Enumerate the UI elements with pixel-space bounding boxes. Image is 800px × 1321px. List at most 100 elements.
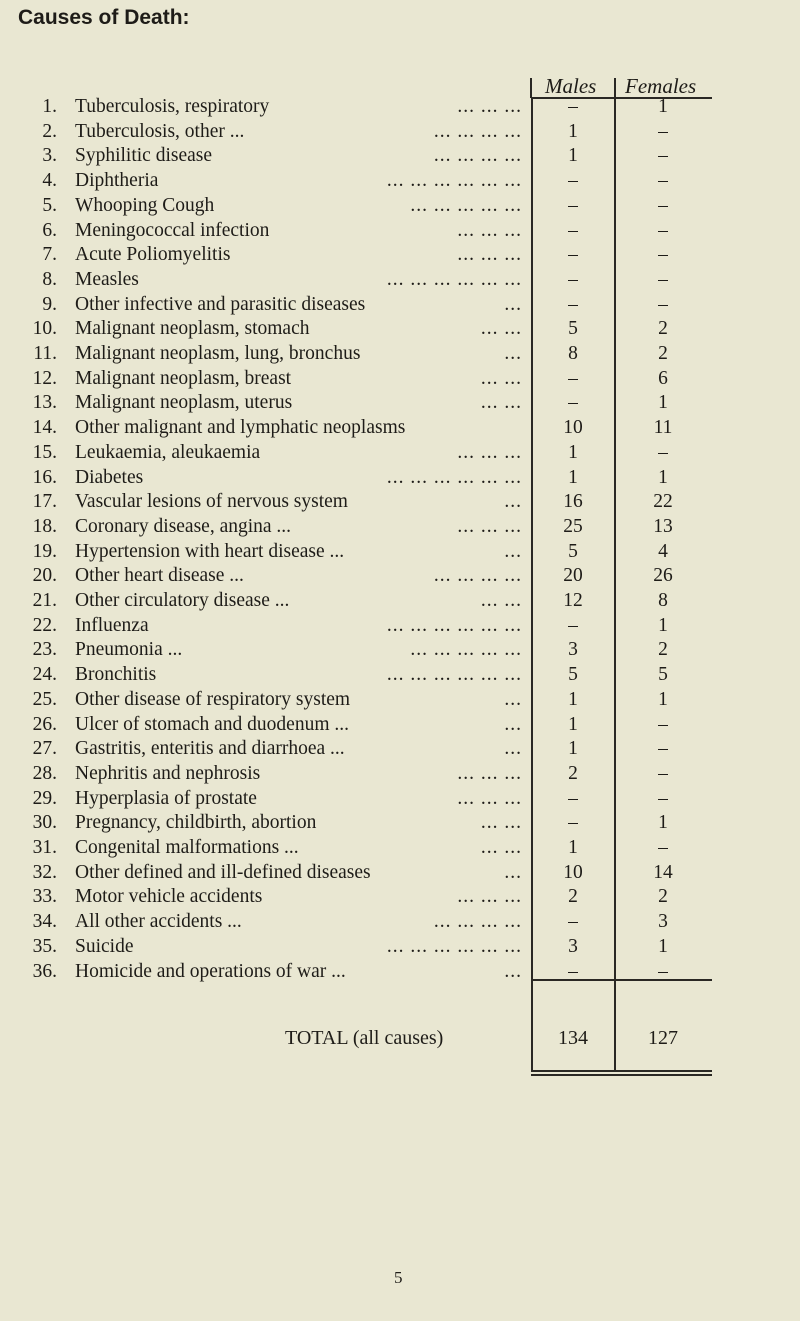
- males-count: 2: [568, 886, 578, 908]
- dot-leader: ...: [504, 738, 522, 760]
- males-count: 3: [568, 935, 578, 957]
- total-label: TOTAL (all causes): [285, 1027, 444, 1049]
- row-number: 16.: [32, 466, 57, 488]
- cause-label: Motor vehicle accidents: [75, 886, 263, 908]
- cause-label: Ulcer of stomach and duodenum ...: [75, 713, 350, 735]
- males-count: 10: [563, 861, 583, 883]
- double-rule: [531, 1070, 712, 1072]
- females-count: –: [658, 145, 668, 167]
- row-number: 7.: [42, 244, 57, 266]
- table-row: 27. Gastritis, enteritis and diarrhoea ..…: [0, 736, 800, 761]
- row-number: 27.: [32, 738, 57, 760]
- females-count: –: [658, 244, 668, 266]
- males-count: 12: [563, 590, 583, 611]
- dot-leader: ... ... ... ...: [433, 911, 522, 933]
- females-count: 1: [658, 614, 668, 636]
- row-number: 25.: [32, 688, 57, 710]
- row-number: 3.: [42, 145, 57, 167]
- table-row: 16. Diabetes ... ... ... ... ... ... 1 1: [0, 465, 800, 490]
- females-count: 1: [658, 392, 668, 414]
- dot-leader: ... ... ... ... ... ...: [386, 935, 522, 957]
- row-number: 31.: [32, 837, 57, 858]
- dot-leader: ... ... ...: [457, 787, 522, 809]
- females-count: 2: [658, 318, 668, 340]
- row-number: 18.: [32, 515, 57, 537]
- females-count: 1: [658, 688, 668, 710]
- males-count: 1: [568, 466, 578, 488]
- cause-label: Gastritis, enteritis and diarrhoea ...: [75, 738, 345, 760]
- females-count: 5: [658, 664, 668, 686]
- cause-label: Nephritis and nephrosis: [75, 762, 261, 784]
- cause-label: Syphilitic disease: [75, 145, 213, 167]
- females-count: 26: [653, 565, 673, 587]
- males-count: 3: [568, 639, 578, 661]
- row-number: 33.: [32, 886, 57, 908]
- row-number: 20.: [32, 565, 57, 587]
- females-count: –: [658, 787, 668, 809]
- females-count: 2: [658, 343, 668, 364]
- cause-label: Whooping Cough: [75, 194, 215, 216]
- cause-label: Pneumonia ...: [75, 639, 183, 661]
- row-number: 29.: [32, 787, 57, 809]
- table-row: 29. Hyperplasia of prostate ... ... ... – –: [0, 786, 800, 811]
- table-row: 22. Influenza ... ... ... ... ... ... – 1: [0, 613, 800, 638]
- dot-leader: ... ... ... ... ... ...: [386, 170, 522, 192]
- females-count: –: [658, 194, 668, 216]
- cause-label: Other heart disease ...: [75, 565, 244, 587]
- dot-leader: ... ...: [480, 367, 522, 389]
- table-row: 21. Other circulatory disease ... ... ... 1…: [0, 588, 800, 613]
- cause-label: Bronchitis: [75, 664, 157, 686]
- females-count: –: [658, 268, 668, 290]
- females-count: –: [658, 170, 668, 192]
- row-number: 11.: [33, 343, 57, 364]
- females-count: 6: [658, 367, 668, 389]
- females-count: 4: [658, 540, 668, 562]
- row-number: 12.: [32, 367, 57, 389]
- females-count: 1: [658, 96, 668, 117]
- row-number: 34.: [32, 911, 57, 933]
- row-number: 24.: [32, 664, 57, 686]
- row-number: 10.: [32, 318, 57, 340]
- males-count: 20: [563, 565, 583, 587]
- column-divider: [614, 99, 616, 979]
- males-count: 1: [568, 837, 578, 858]
- header-rule: [531, 97, 712, 99]
- females-count: –: [658, 441, 668, 463]
- column-divider: [614, 78, 616, 98]
- dot-leader: ...: [504, 861, 522, 883]
- page-number: 5: [394, 1268, 403, 1287]
- dot-leader: ... ... ... ...: [433, 565, 522, 587]
- dot-leader: ...: [504, 540, 522, 562]
- females-count: –: [658, 293, 668, 315]
- table-row: 35. Suicide ... ... ... ... ... ... 3 1: [0, 934, 800, 959]
- table-row: 26. Ulcer of stomach and duodenum ...... 1…: [0, 712, 800, 737]
- column-divider: [531, 980, 533, 1070]
- males-count: –: [568, 293, 578, 315]
- cause-label: Influenza: [75, 614, 149, 636]
- males-count: 1: [568, 441, 578, 463]
- dot-leader: ... ... ...: [457, 96, 522, 117]
- table-row: 20. Other heart disease ... ... ... ... ..…: [0, 563, 800, 588]
- males-count: 1: [568, 120, 578, 142]
- cause-label: Hyperplasia of prostate: [75, 787, 257, 809]
- cause-label: Measles: [75, 268, 139, 290]
- females-count: 3: [658, 911, 668, 933]
- males-count: 16: [563, 491, 583, 513]
- table-row: 36. Homicide and operations of war ......…: [0, 959, 800, 984]
- row-number: 13.: [32, 392, 57, 414]
- females-count: 2: [658, 886, 668, 908]
- dot-leader: ...: [504, 960, 522, 982]
- dot-leader: ... ... ...: [457, 219, 522, 241]
- cause-label: Tuberculosis, other ...: [75, 120, 245, 142]
- cause-label: Other infective and parasitic diseases: [75, 293, 366, 315]
- cause-label: Homicide and operations of war ...: [75, 960, 346, 982]
- table-row: 14. Other malignant and lymphatic neoplas…: [0, 415, 800, 440]
- table-row: 32. Other defined and ill-defined disease…: [0, 860, 800, 885]
- column-divider: [614, 980, 616, 1070]
- females-count: 14: [653, 861, 673, 883]
- table-row: 5. Whooping Cough ... ... ... ... ... – –: [0, 193, 800, 218]
- dot-leader: ...: [504, 491, 522, 513]
- males-count: –: [568, 392, 578, 414]
- table-row: 19. Hypertension with heart disease .....…: [0, 539, 800, 564]
- cause-label: Malignant neoplasm, breast: [75, 367, 292, 389]
